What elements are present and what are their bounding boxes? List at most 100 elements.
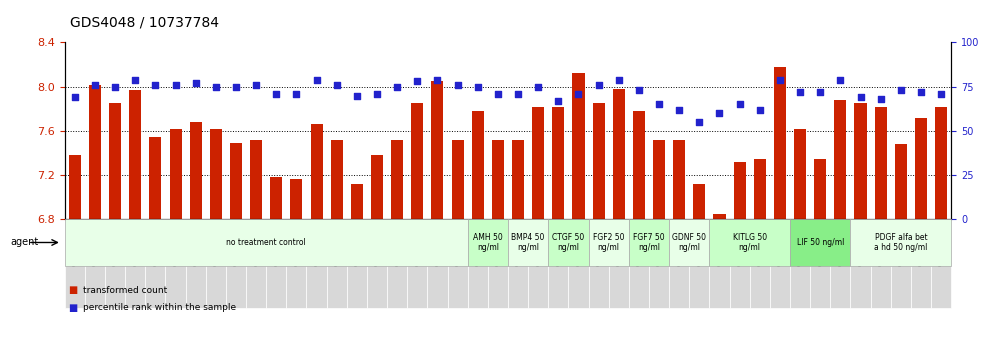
Point — [309, 77, 325, 82]
Point — [872, 96, 888, 102]
FancyBboxPatch shape — [628, 219, 649, 308]
FancyBboxPatch shape — [911, 219, 931, 308]
Bar — [110, 103, 122, 219]
Point — [349, 93, 365, 98]
Text: LIF 50 ng/ml: LIF 50 ng/ml — [797, 238, 844, 247]
Bar — [754, 159, 766, 219]
Point — [752, 107, 768, 113]
Bar — [169, 129, 181, 219]
FancyBboxPatch shape — [569, 219, 589, 308]
Point — [147, 82, 163, 88]
Bar — [69, 155, 81, 219]
Bar — [713, 214, 725, 219]
FancyBboxPatch shape — [649, 219, 669, 308]
FancyBboxPatch shape — [447, 219, 468, 308]
Point — [470, 84, 486, 90]
Text: KITLG 50
ng/ml: KITLG 50 ng/ml — [733, 233, 767, 252]
Bar — [189, 122, 202, 219]
FancyBboxPatch shape — [85, 219, 105, 308]
FancyBboxPatch shape — [206, 219, 226, 308]
Bar — [331, 140, 343, 219]
FancyBboxPatch shape — [851, 219, 871, 308]
Bar — [835, 100, 847, 219]
Point — [67, 95, 83, 100]
Bar — [774, 67, 786, 219]
Bar — [291, 178, 303, 219]
FancyBboxPatch shape — [246, 219, 266, 308]
Point — [187, 80, 203, 86]
Bar — [149, 137, 161, 219]
Point — [370, 91, 385, 97]
Point — [571, 91, 587, 97]
Point — [691, 119, 707, 125]
Bar — [593, 103, 605, 219]
FancyBboxPatch shape — [609, 219, 628, 308]
Bar — [431, 81, 443, 219]
FancyBboxPatch shape — [871, 219, 890, 308]
Point — [530, 84, 546, 90]
Point — [228, 84, 244, 90]
Text: BMP4 50
ng/ml: BMP4 50 ng/ml — [511, 233, 545, 252]
FancyBboxPatch shape — [689, 219, 709, 308]
Bar — [351, 184, 363, 219]
Text: FGF2 50
ng/ml: FGF2 50 ng/ml — [593, 233, 624, 252]
Text: ■: ■ — [68, 303, 77, 313]
Point — [630, 87, 646, 93]
FancyBboxPatch shape — [669, 219, 689, 308]
Bar — [673, 140, 685, 219]
Point — [892, 87, 908, 93]
Point — [792, 89, 808, 95]
Bar — [693, 184, 705, 219]
FancyBboxPatch shape — [831, 219, 851, 308]
FancyBboxPatch shape — [125, 219, 145, 308]
FancyBboxPatch shape — [65, 219, 85, 308]
Point — [853, 95, 869, 100]
FancyBboxPatch shape — [729, 219, 750, 308]
Bar — [855, 103, 867, 219]
Text: GDNF 50
ng/ml: GDNF 50 ng/ml — [672, 233, 706, 252]
Point — [671, 107, 687, 113]
FancyBboxPatch shape — [407, 219, 427, 308]
FancyBboxPatch shape — [890, 219, 911, 308]
FancyBboxPatch shape — [931, 219, 951, 308]
FancyBboxPatch shape — [367, 219, 387, 308]
FancyBboxPatch shape — [508, 219, 528, 308]
Bar — [632, 111, 645, 219]
Bar — [552, 107, 565, 219]
Text: percentile rank within the sample: percentile rank within the sample — [83, 303, 236, 313]
FancyBboxPatch shape — [105, 219, 125, 308]
FancyBboxPatch shape — [347, 219, 367, 308]
Bar — [411, 103, 423, 219]
FancyBboxPatch shape — [468, 219, 488, 308]
Bar — [391, 140, 403, 219]
Text: AMH 50
ng/ml: AMH 50 ng/ml — [473, 233, 503, 252]
FancyBboxPatch shape — [548, 219, 569, 308]
Point — [651, 102, 667, 107]
Text: PDGF alfa bet
a hd 50 ng/ml: PDGF alfa bet a hd 50 ng/ml — [874, 233, 927, 252]
Point — [772, 77, 788, 82]
Point — [389, 84, 405, 90]
Point — [127, 77, 143, 82]
Point — [87, 82, 103, 88]
Bar — [915, 118, 927, 219]
Bar — [210, 129, 222, 219]
Point — [510, 91, 526, 97]
Point — [833, 77, 849, 82]
Bar — [613, 89, 624, 219]
FancyBboxPatch shape — [750, 219, 770, 308]
Bar — [230, 143, 242, 219]
FancyBboxPatch shape — [266, 219, 287, 308]
Point — [289, 91, 305, 97]
FancyBboxPatch shape — [287, 219, 307, 308]
Text: transformed count: transformed count — [83, 286, 167, 295]
Point — [913, 89, 929, 95]
FancyBboxPatch shape — [145, 219, 165, 308]
Point — [933, 91, 949, 97]
Bar — [794, 129, 806, 219]
FancyBboxPatch shape — [528, 219, 548, 308]
Text: CTGF 50
ng/ml: CTGF 50 ng/ml — [552, 233, 585, 252]
Bar — [653, 140, 665, 219]
FancyBboxPatch shape — [790, 219, 810, 308]
Bar — [371, 155, 383, 219]
Bar — [129, 90, 141, 219]
